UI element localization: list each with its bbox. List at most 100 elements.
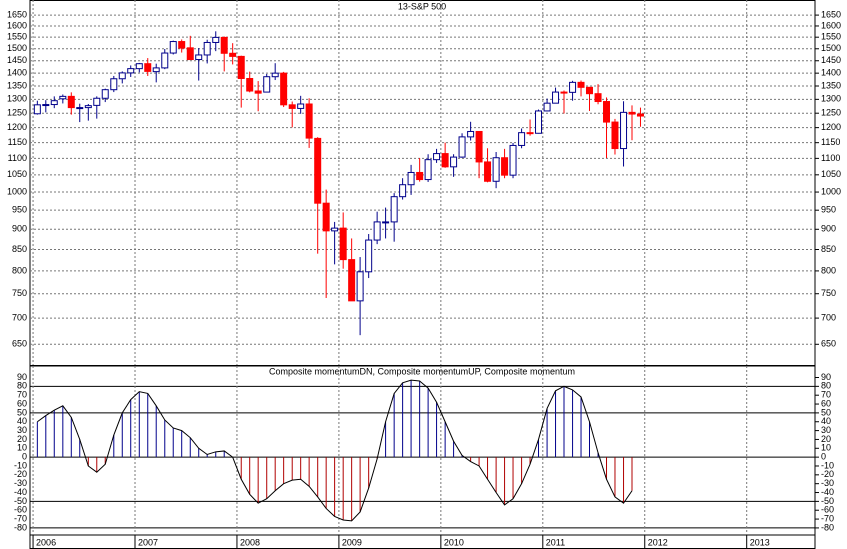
candle-body	[535, 110, 543, 134]
y-tick-label-right: 90	[821, 372, 831, 382]
y-tick-label-right: -60	[821, 505, 834, 515]
candle-body	[611, 121, 619, 150]
candle-body	[322, 202, 330, 232]
y-tick-label-right: -40	[821, 487, 834, 497]
y-tick-label-right: 20	[821, 434, 831, 444]
candle-body	[365, 239, 373, 273]
y-tick-label-right: -20	[821, 469, 834, 479]
y-tick-label-right: 1100	[821, 153, 840, 163]
candle-body	[492, 157, 500, 182]
candle-body	[348, 259, 356, 302]
candle-body	[373, 221, 381, 241]
momentum-title: Composite momentumDN, Composite momentum…	[269, 366, 575, 376]
y-tick-label: 80	[17, 381, 27, 391]
y-tick-label: 90	[17, 372, 27, 382]
candle-body	[501, 157, 509, 176]
y-tick-label: 1000	[7, 186, 27, 196]
y-tick-label: -70	[14, 513, 27, 523]
candle-body	[636, 113, 644, 117]
y-tick-label-right: 1300	[821, 94, 841, 104]
candle-body	[254, 90, 262, 94]
candle-body	[390, 196, 398, 223]
y-tick-label: 1200	[7, 122, 27, 132]
y-tick-label: 1500	[7, 43, 27, 53]
y-tick-label-right: 650	[821, 339, 836, 349]
y-tick-label-right: 1150	[821, 137, 840, 147]
y-tick-label: 1550	[7, 32, 27, 42]
y-tick-label-right: 10	[821, 443, 831, 453]
candle-body	[628, 111, 636, 115]
candle-body	[484, 161, 492, 182]
y-tick-label-right: -80	[821, 522, 834, 532]
candle-body	[552, 91, 560, 104]
candle-body	[441, 153, 449, 168]
y-tick-label: 800	[12, 265, 27, 275]
candle-body	[407, 171, 415, 186]
candle-body	[169, 41, 177, 54]
x-tick-label: 2006	[36, 537, 56, 547]
candle-body	[416, 171, 424, 181]
y-tick-label-right: 50	[821, 407, 831, 417]
y-tick-label: 60	[17, 398, 27, 408]
y-tick-label: -80	[14, 522, 27, 532]
y-tick-label: 1650	[7, 9, 27, 19]
candle-body	[543, 102, 551, 112]
candle-body	[220, 36, 228, 54]
y-tick-label: -30	[14, 478, 27, 488]
candle-body	[356, 271, 364, 302]
candle-body	[399, 184, 407, 198]
candle-body	[271, 72, 279, 78]
y-tick-label: 950	[12, 205, 27, 215]
candle-body	[178, 41, 186, 49]
y-tick-label: 1050	[7, 169, 27, 179]
candle-body	[526, 132, 534, 135]
y-tick-label: 50	[17, 407, 27, 417]
x-tick-label: 2013	[750, 537, 770, 547]
candle-body	[42, 104, 50, 107]
y-tick-label: 1350	[7, 80, 27, 90]
y-tick-label-right: 1450	[821, 55, 841, 65]
x-tick-label: 2010	[444, 537, 464, 547]
candle-body	[229, 52, 237, 57]
candle-body	[237, 55, 245, 79]
y-tick-label-right: 800	[821, 265, 836, 275]
y-tick-label: -40	[14, 487, 27, 497]
candle-body	[161, 52, 169, 69]
candle-body	[280, 72, 288, 106]
candle-body	[594, 93, 602, 103]
y-tick-label: 850	[12, 244, 27, 254]
y-tick-label: 1150	[8, 137, 27, 147]
y-tick-label-right: -70	[821, 513, 834, 523]
y-tick-label-right: 1000	[821, 186, 841, 196]
y-tick-label-right: 900	[821, 224, 836, 234]
candle-body	[569, 81, 577, 93]
candle-body	[152, 67, 160, 73]
x-tick-label: 2007	[138, 537, 158, 547]
candle-body	[475, 130, 483, 163]
candle-body	[33, 104, 41, 115]
candle-body	[186, 47, 194, 61]
price-title: 13-S&P 500	[398, 1, 446, 11]
y-tick-label: 20	[17, 434, 27, 444]
candle-body	[195, 54, 203, 61]
candle-body	[263, 76, 271, 93]
candle-body	[110, 78, 118, 91]
candle-body	[450, 156, 458, 168]
candle-body	[382, 221, 390, 224]
y-tick-label: 1250	[7, 108, 27, 118]
candle-body	[458, 136, 466, 158]
candle-body	[424, 159, 432, 181]
candle-body	[560, 91, 568, 94]
candle-body	[246, 77, 254, 92]
candle-body	[603, 101, 611, 123]
candle-body	[433, 153, 441, 161]
candle-body	[305, 103, 313, 139]
y-tick-label-right: 1400	[821, 68, 841, 78]
y-tick-label-right: 70	[821, 390, 831, 400]
candle-body	[620, 111, 628, 150]
candle-body	[585, 86, 593, 95]
candle-body	[144, 63, 152, 72]
y-tick-label-right: -10	[821, 460, 834, 470]
y-tick-label-right: 30	[821, 425, 831, 435]
